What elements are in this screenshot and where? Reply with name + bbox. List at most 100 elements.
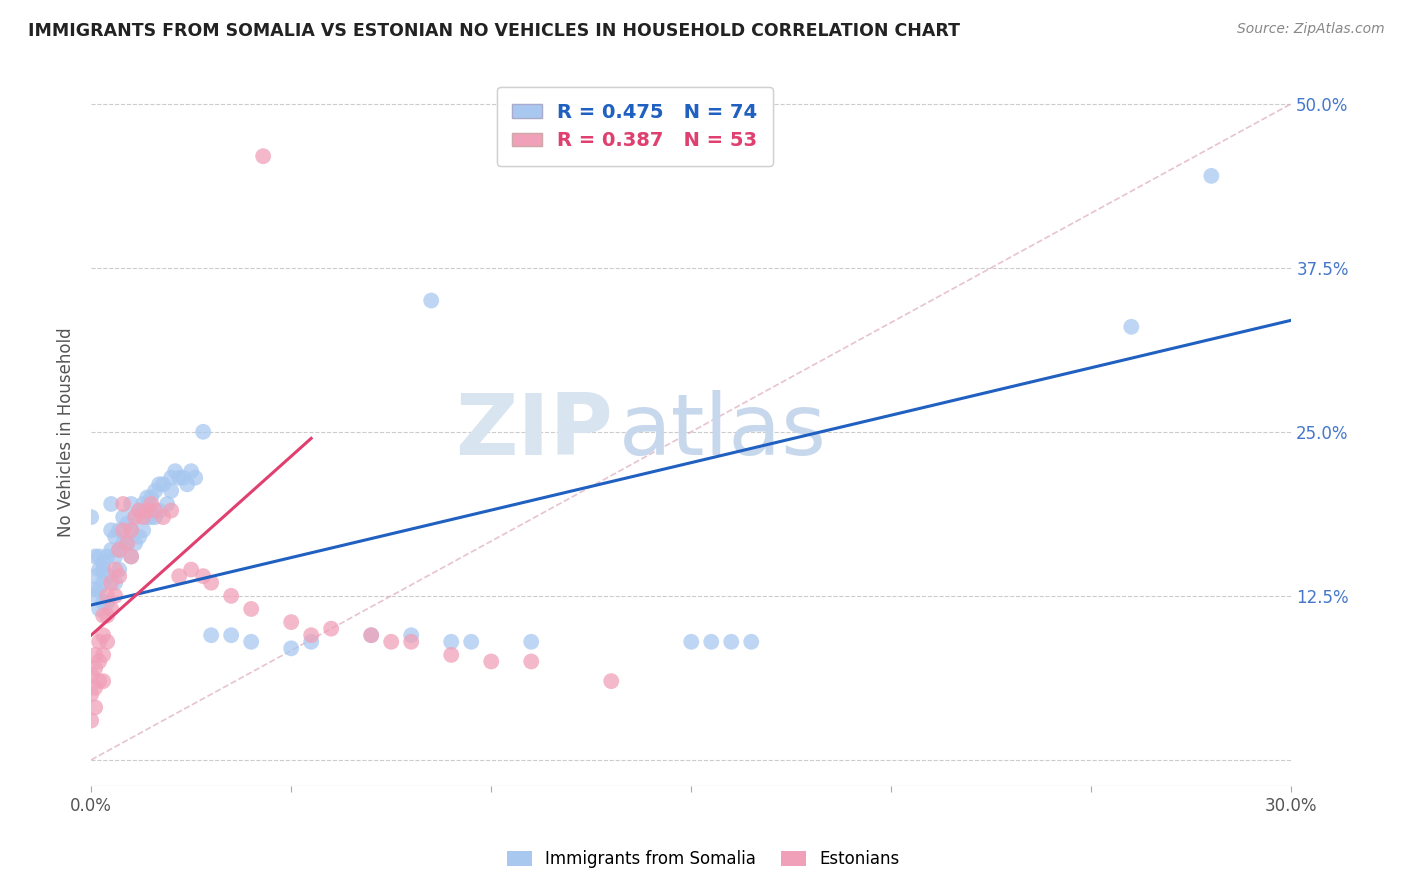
Point [80, 687, 103, 701]
Point [160, 483, 183, 498]
Point [141, 510, 163, 524]
Point [120, 523, 142, 537]
Point [143, 503, 166, 517]
Point [100, 542, 122, 557]
Point [299, 634, 322, 648]
Point [180, 464, 202, 478]
Point [180, 563, 202, 577]
Point [132, 510, 155, 524]
Point [167, 471, 190, 485]
Point [108, 542, 131, 557]
Point [96, 595, 118, 609]
Point [1201, 169, 1223, 183]
Point [380, 634, 402, 648]
Point [156, 497, 179, 511]
Point [399, 634, 422, 648]
Point [100, 497, 122, 511]
Point [460, 634, 482, 648]
Point [152, 510, 174, 524]
Point [115, 536, 138, 550]
Point [160, 503, 183, 517]
Point [280, 641, 302, 656]
Y-axis label: No Vehicles in Household: No Vehicles in Household [58, 327, 75, 537]
Point [136, 491, 159, 505]
Point [240, 602, 263, 616]
Point [132, 523, 155, 537]
Point [108, 523, 131, 537]
Point [299, 628, 322, 642]
Point [700, 634, 723, 648]
Point [104, 530, 127, 544]
Point [84, 648, 107, 662]
Point [152, 477, 174, 491]
Point [132, 497, 155, 511]
Point [219, 589, 242, 603]
Point [91, 608, 114, 623]
Point [124, 510, 146, 524]
Point [100, 602, 122, 616]
Point [128, 503, 150, 517]
Point [136, 510, 159, 524]
Point [89, 549, 111, 564]
Point [200, 575, 222, 590]
Point [91, 575, 114, 590]
Point [440, 648, 463, 662]
Point [120, 497, 142, 511]
Point [115, 536, 138, 550]
Text: Source: ZipAtlas.com: Source: ZipAtlas.com [1237, 22, 1385, 37]
Point [720, 634, 742, 648]
Point [96, 608, 118, 623]
Point [200, 628, 222, 642]
Point [84, 549, 107, 564]
Point [120, 549, 142, 564]
Point [89, 582, 111, 597]
Point [112, 523, 135, 537]
Text: IMMIGRANTS FROM SOMALIA VS ESTONIAN NO VEHICLES IN HOUSEHOLD CORRELATION CHART: IMMIGRANTS FROM SOMALIA VS ESTONIAN NO V… [28, 22, 960, 40]
Point [120, 549, 142, 564]
Point [479, 655, 502, 669]
Point [104, 589, 127, 603]
Point [96, 549, 118, 564]
Point [252, 149, 274, 163]
Text: atlas: atlas [619, 391, 827, 474]
Point [89, 563, 111, 577]
Point [80, 667, 103, 681]
Point [91, 628, 114, 642]
Point [84, 589, 107, 603]
Point [184, 471, 207, 485]
Point [84, 681, 107, 695]
Point [80, 510, 103, 524]
Point [167, 569, 190, 583]
Point [321, 622, 343, 636]
Point [91, 563, 114, 577]
Point [141, 497, 163, 511]
Point [143, 483, 166, 498]
Point [96, 569, 118, 583]
Point [143, 510, 166, 524]
Point [520, 655, 543, 669]
Point [84, 661, 107, 675]
Point [91, 556, 114, 570]
Point [100, 575, 122, 590]
Point [84, 569, 107, 583]
Point [148, 503, 170, 517]
Point [136, 503, 159, 517]
Point [89, 655, 111, 669]
Point [520, 634, 543, 648]
Point [128, 503, 150, 517]
Point [104, 549, 127, 564]
Point [84, 582, 107, 597]
Point [108, 563, 131, 577]
Point [360, 628, 382, 642]
Point [440, 634, 463, 648]
Point [112, 497, 135, 511]
Point [91, 595, 114, 609]
Point [600, 674, 623, 689]
Point [124, 510, 146, 524]
Point [219, 628, 242, 642]
Point [108, 569, 131, 583]
Point [240, 634, 263, 648]
Point [89, 674, 111, 689]
Point [280, 615, 302, 629]
Point [115, 516, 138, 531]
